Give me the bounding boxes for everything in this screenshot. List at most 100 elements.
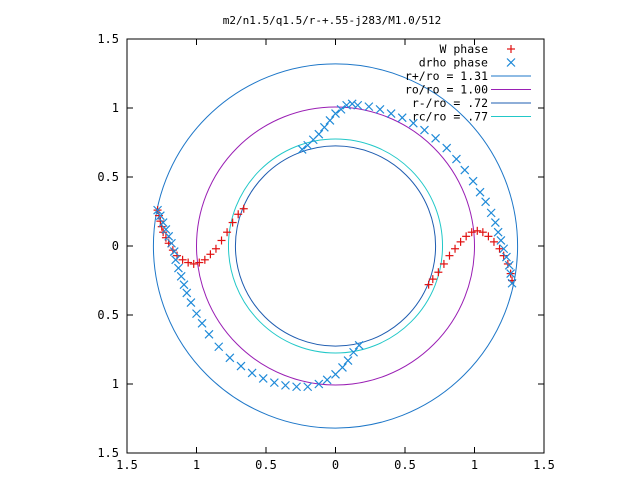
point-0-28 (462, 232, 471, 241)
circle-1 (196, 106, 475, 386)
point-1-35 (386, 109, 396, 118)
x-tick-label-0: 1.5 (116, 458, 138, 472)
point-1-41 (452, 154, 461, 164)
point-1-0 (153, 205, 163, 215)
point-1-7 (171, 255, 181, 265)
y-tick-label-0: 1.5 (97, 32, 119, 46)
point-1-61 (331, 109, 340, 118)
point-0-16 (217, 236, 226, 245)
point-1-13 (192, 309, 201, 319)
point-0-35 (499, 251, 508, 260)
x-tick-label-4: 0.5 (394, 458, 416, 472)
circle-3 (227, 138, 444, 354)
point-1-42 (460, 165, 470, 175)
point-1-2 (158, 218, 168, 227)
point-1-26 (322, 375, 332, 385)
point-1-40 (442, 143, 452, 153)
point-1-20 (258, 374, 268, 383)
point-0-5 (161, 233, 170, 242)
reference-circles (152, 63, 519, 429)
point-0-1 (154, 211, 163, 220)
legend-swatch-1 (506, 58, 516, 67)
point-0-15 (211, 244, 220, 253)
point-1-50 (499, 244, 509, 254)
point-0-13 (200, 255, 209, 264)
point-1-3 (161, 225, 171, 234)
point-0-26 (451, 244, 460, 253)
point-1-45 (481, 197, 491, 207)
point-1-1 (155, 211, 165, 221)
point-1-28 (338, 363, 347, 372)
point-0-34 (495, 244, 504, 253)
legend-swatch-0 (507, 45, 515, 53)
point-1-60 (325, 115, 335, 125)
point-1-12 (186, 298, 196, 308)
x-tick-label-6: 1.5 (533, 458, 555, 472)
legend-label-2: r+/ro = 1.31 (405, 69, 488, 83)
y-tick-label-3: 0 (112, 239, 119, 253)
point-0-33 (489, 237, 498, 246)
point-1-33 (364, 102, 374, 112)
x-tick-label-1: 1 (193, 458, 200, 472)
x-tick-label-3: 0 (332, 458, 339, 472)
point-1-24 (303, 382, 313, 392)
x-tick-label-5: 1 (471, 458, 478, 472)
point-1-58 (314, 129, 324, 139)
point-0-17 (223, 228, 232, 237)
point-0-2 (156, 217, 165, 226)
point-1-18 (236, 361, 246, 371)
point-1-4 (164, 231, 174, 241)
point-1-8 (174, 263, 183, 273)
point-1-29 (343, 356, 353, 365)
point-1-23 (292, 382, 302, 392)
point-1-6 (169, 247, 179, 256)
circle-2 (234, 145, 437, 347)
point-0-23 (434, 268, 443, 277)
point-0-10 (184, 258, 193, 267)
point-1-19 (247, 368, 257, 378)
point-1-37 (408, 118, 418, 128)
point-1-22 (281, 380, 290, 390)
point-1-9 (176, 271, 186, 281)
chart-title: m2/n1.5/q1.5/r-+.55-j283/M1.0/512 (223, 14, 442, 27)
point-1-27 (331, 369, 340, 379)
point-1-47 (490, 218, 500, 227)
point-1-34 (375, 104, 385, 114)
point-0-21 (424, 280, 433, 289)
point-1-39 (431, 133, 441, 143)
point-0-31 (478, 228, 487, 237)
point-1-62 (336, 104, 346, 114)
legend-label-5: rc/ro = .77 (412, 110, 488, 124)
point-1-43 (468, 176, 478, 186)
point-1-52 (504, 260, 514, 270)
point-1-54 (507, 278, 517, 288)
axis-ticks: 1.5 1 0.5 0 0.5 1 1.51.510.500.511.5 (97, 32, 555, 472)
point-1-48 (493, 227, 503, 237)
point-1-55 (297, 144, 307, 154)
point-1-36 (397, 113, 407, 123)
point-1-32 (353, 100, 363, 110)
point-1-63 (342, 100, 352, 110)
point-1-25 (314, 379, 324, 389)
legend-label-1: drho phase (419, 56, 488, 70)
point-1-16 (214, 342, 224, 352)
point-0-9 (178, 255, 187, 264)
legend-label-4: r-/ro = .72 (412, 96, 488, 110)
point-0-18 (228, 218, 237, 227)
point-0-20 (239, 204, 248, 213)
point-0-24 (439, 259, 448, 268)
circle-0 (152, 63, 519, 429)
point-1-51 (502, 252, 511, 262)
point-1-64 (347, 99, 357, 109)
point-1-31 (354, 340, 364, 350)
y-tick-label-1: 1 (112, 101, 119, 115)
point-1-46 (486, 208, 496, 218)
point-0-11 (189, 259, 198, 268)
legend-label-3: ro/ro = 1.00 (405, 83, 488, 97)
point-0-22 (428, 275, 437, 284)
point-0-25 (445, 251, 454, 260)
point-0-19 (234, 210, 243, 219)
point-0-12 (195, 258, 204, 267)
